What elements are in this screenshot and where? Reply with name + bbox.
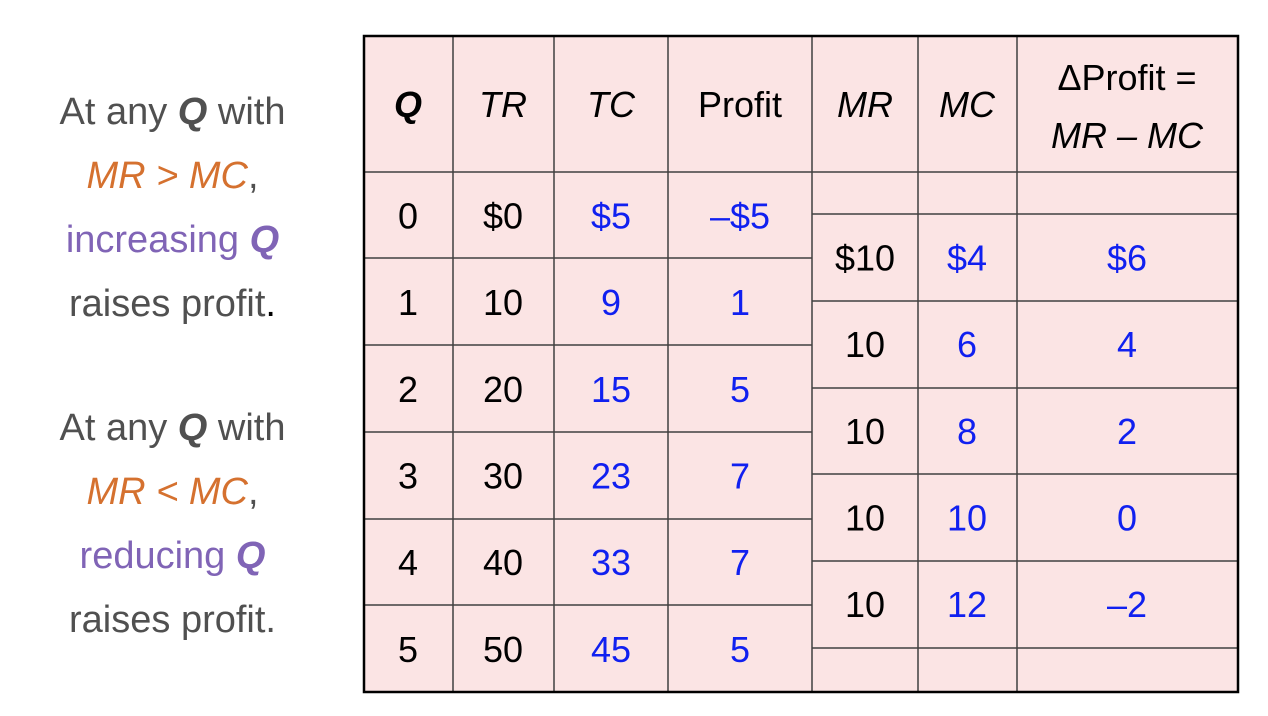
explanation-line: MR < MC, xyxy=(86,471,259,513)
cell-tc: 33 xyxy=(591,542,631,583)
cell-tc: 23 xyxy=(591,455,631,496)
explanation-line: At any Q with xyxy=(59,407,286,449)
cell-delta-profit: 2 xyxy=(1117,411,1137,452)
cell-tc: 45 xyxy=(591,629,631,670)
table-border xyxy=(362,34,1240,694)
cell-tr: 20 xyxy=(483,369,523,410)
cell-tr: $0 xyxy=(483,195,523,236)
cell-mr: 10 xyxy=(845,497,885,538)
cell-mc: 6 xyxy=(957,324,977,365)
cell-profit: 5 xyxy=(730,369,750,410)
table-background xyxy=(364,36,1238,692)
cell-profit: –$5 xyxy=(710,195,770,236)
header-mr-minus-mc: MR – MC xyxy=(1051,115,1204,156)
explanation-line: At any Q with xyxy=(59,91,286,133)
explanation-line: raises profit. xyxy=(69,599,276,641)
cell-mc: 10 xyxy=(947,497,987,538)
header-mc: MC xyxy=(939,84,996,125)
header-tr: TR xyxy=(479,84,527,125)
cell-delta-profit: –2 xyxy=(1107,584,1147,625)
cell-q: 2 xyxy=(398,369,418,410)
header-tc: TC xyxy=(587,84,636,125)
explanation-line: MR > MC, xyxy=(86,155,259,197)
marginal-body: $10 $4 $6 10 6 4 10 8 2 10 10 0 10 12 –2 xyxy=(835,237,1147,625)
cell-tc: $5 xyxy=(591,195,631,236)
explanation-mr-greater-than-mc: At any Q with MR > MC, increasing Q rais… xyxy=(0,80,345,336)
cell-profit: 7 xyxy=(730,542,750,583)
cell-mc: 12 xyxy=(947,584,987,625)
cell-tr: 40 xyxy=(483,542,523,583)
cell-mr: 10 xyxy=(845,324,885,365)
cell-mr: 10 xyxy=(845,584,885,625)
cell-delta-profit: $6 xyxy=(1107,237,1147,278)
cell-mc: 8 xyxy=(957,411,977,452)
cell-delta-profit: 4 xyxy=(1117,324,1137,365)
explanation-line: reducing Q xyxy=(79,535,266,577)
header-profit: Profit xyxy=(698,84,782,125)
header-mr: MR xyxy=(837,84,893,125)
cell-delta-profit: 0 xyxy=(1117,497,1137,538)
cell-tc: 9 xyxy=(601,282,621,323)
cell-tc: 15 xyxy=(591,369,631,410)
cell-tr: 30 xyxy=(483,455,523,496)
cell-q: 3 xyxy=(398,455,418,496)
cell-profit: 5 xyxy=(730,629,750,670)
table-body: 0 $0 $5 –$5 1 10 9 1 2 20 15 5 3 30 23 7 4 40 33 7 5 50 45 5 xyxy=(398,195,770,669)
explanation-line: raises profit. xyxy=(69,283,276,325)
cell-profit: 7 xyxy=(730,455,750,496)
cell-profit: 1 xyxy=(730,282,750,323)
cell-tr: 10 xyxy=(483,282,523,323)
cell-q: 0 xyxy=(398,195,418,236)
cell-q: 1 xyxy=(398,282,418,323)
explanation-line: increasing Q xyxy=(65,219,280,261)
cell-mc: $4 xyxy=(947,237,987,278)
explanation-mr-less-than-mc: At any Q with MR < MC, reducing Q raises… xyxy=(0,396,345,652)
header-q: Q xyxy=(394,84,422,125)
cell-q: 5 xyxy=(398,629,418,670)
header-delta-profit: ΔProfit = xyxy=(1057,57,1196,98)
cell-q: 4 xyxy=(398,542,418,583)
cell-mr: 10 xyxy=(845,411,885,452)
cell-tr: 50 xyxy=(483,629,523,670)
cell-mr: $10 xyxy=(835,237,895,278)
